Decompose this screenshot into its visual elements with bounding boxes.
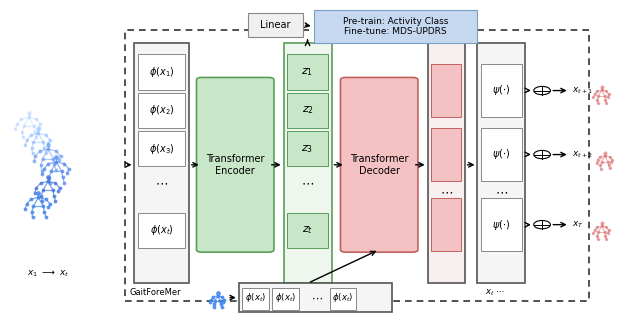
Bar: [431, 198, 461, 251]
Circle shape: [534, 86, 550, 95]
Bar: [138, 213, 185, 248]
FancyBboxPatch shape: [196, 77, 274, 252]
Bar: [125, 30, 589, 301]
Circle shape: [534, 220, 550, 229]
Text: GaitForeMer: GaitForeMer: [130, 288, 182, 297]
Bar: [287, 131, 328, 166]
Text: $\cdots$: $\cdots$: [155, 176, 168, 189]
Text: $\psi(\cdot)$: $\psi(\cdot)$: [492, 148, 511, 161]
Text: $\phi(x_t)$: $\phi(x_t)$: [275, 291, 296, 304]
Text: $\phi(x_3)$: $\phi(x_3)$: [149, 142, 174, 156]
Text: Transformer
Encoder: Transformer Encoder: [206, 154, 264, 176]
Bar: [239, 283, 392, 312]
Bar: [248, 13, 303, 37]
Bar: [314, 10, 477, 43]
Circle shape: [534, 150, 550, 159]
Text: $\phi(x_t)$: $\phi(x_t)$: [332, 291, 354, 304]
Bar: [481, 128, 522, 181]
Text: $x_1\ \longrightarrow\ x_t$: $x_1\ \longrightarrow\ x_t$: [27, 268, 69, 279]
Text: $\cdots$: $\cdots$: [440, 186, 452, 198]
Text: $\cdots$: $\cdots$: [311, 292, 323, 303]
Text: $\cdots$: $\cdots$: [301, 176, 314, 189]
Text: Linear: Linear: [260, 20, 291, 30]
Bar: [330, 288, 356, 310]
Text: $x_T$: $x_T$: [572, 220, 584, 230]
Text: $z_2$: $z_2$: [301, 105, 314, 116]
FancyBboxPatch shape: [340, 77, 418, 252]
Text: $\psi(\cdot)$: $\psi(\cdot)$: [492, 84, 511, 97]
Bar: [138, 93, 185, 128]
Bar: [287, 213, 328, 248]
Bar: [428, 43, 465, 283]
Bar: [138, 131, 185, 166]
Text: Pre-train: Activity Class
Fine-tune: MDS-UPDRS: Pre-train: Activity Class Fine-tune: MDS…: [342, 17, 448, 36]
Bar: [242, 288, 269, 310]
Bar: [481, 198, 522, 251]
Text: Transformer
Decoder: Transformer Decoder: [350, 154, 408, 176]
Text: $z_t$: $z_t$: [302, 225, 313, 236]
Text: $z_3$: $z_3$: [301, 143, 314, 155]
Bar: [287, 54, 328, 90]
Text: $\phi(x_t)$: $\phi(x_t)$: [244, 291, 266, 304]
Bar: [284, 43, 332, 283]
Text: $z_1$: $z_1$: [301, 66, 314, 78]
Bar: [138, 54, 185, 90]
Text: $\phi(x_t)$: $\phi(x_t)$: [150, 223, 173, 237]
Text: $\psi(\cdot)$: $\psi(\cdot)$: [492, 218, 511, 232]
Bar: [431, 64, 461, 117]
Text: $x_t\ \cdots$: $x_t\ \cdots$: [485, 288, 505, 298]
Text: $\cdots$: $\cdots$: [495, 186, 508, 198]
Bar: [481, 64, 522, 117]
Bar: [431, 128, 461, 181]
Bar: [134, 43, 189, 283]
Bar: [272, 288, 299, 310]
Text: $x_{t+1}$: $x_{t+1}$: [572, 85, 593, 96]
Bar: [287, 93, 328, 128]
Text: $\phi(x_2)$: $\phi(x_2)$: [149, 103, 174, 117]
Bar: [477, 43, 525, 283]
Text: $\phi(x_1)$: $\phi(x_1)$: [149, 65, 174, 79]
Text: $x_{t+2}$: $x_{t+2}$: [572, 149, 593, 160]
